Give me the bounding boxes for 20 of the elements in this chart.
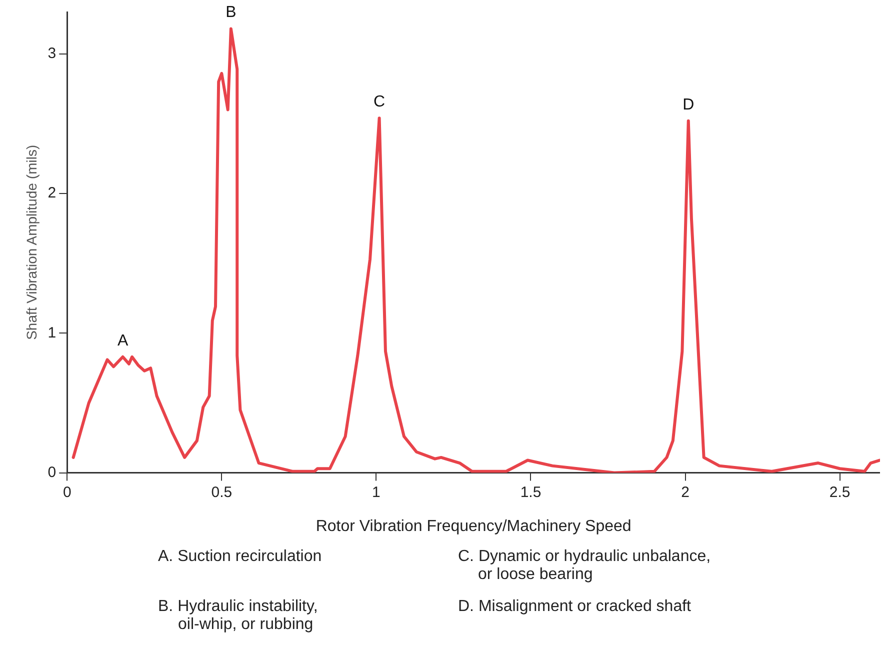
x-tick-label: 0: [62, 484, 72, 501]
x-axis-title: Rotor Vibration Frequency/Machinery Speed: [316, 518, 632, 535]
x-tick-label: 2: [681, 484, 690, 501]
y-tick-label: 0: [48, 464, 56, 481]
x-tick-label: 0.5: [211, 484, 232, 501]
text: C. Dynamic or hydraulic unbalance, or loose bearing: [458, 548, 712, 584]
annotation: B: [226, 4, 236, 22]
text: D. Misalignment or cracked shaft: [458, 598, 692, 617]
y-tick-label: 1: [48, 324, 56, 342]
y-tick-label: 2: [48, 184, 56, 202]
y-axis-title: Shaft Vibration Amplitude (mils): [23, 144, 40, 340]
text: A. Suction recirculation: [158, 548, 323, 567]
annotation: A: [117, 332, 128, 350]
text: B. Hydraulic instability, oil-whip, or rubbing: [158, 598, 319, 634]
annotation: D: [682, 96, 694, 114]
annotation: C: [374, 94, 386, 111]
x-tick-label: 1.5: [520, 484, 542, 501]
y-tick-label: 3: [48, 45, 56, 62]
x-tick-label: 1: [372, 484, 380, 501]
x-tick-label: 2.5: [829, 484, 850, 501]
